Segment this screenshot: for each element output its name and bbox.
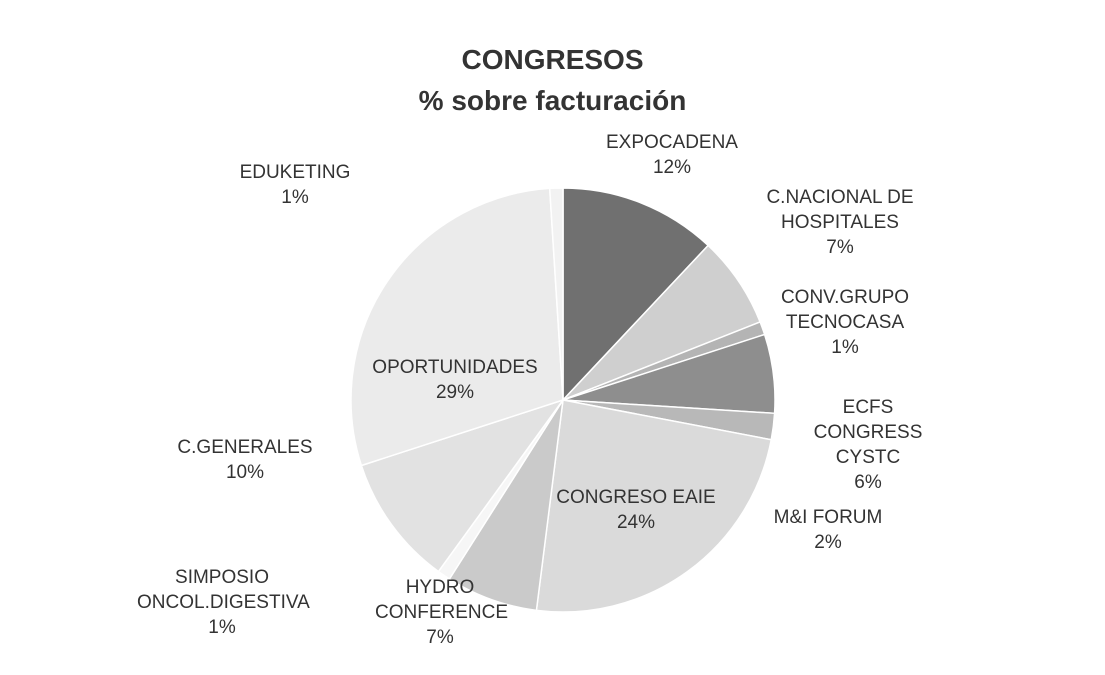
- category-label: SIMPOSIO ONCOL.DIGESTIVA: [137, 567, 310, 613]
- value-label: 1%: [208, 617, 236, 638]
- slice-label: C.GENERALES 10%: [165, 435, 325, 485]
- slice-label: ECFS CONGRESS CYSTC 6%: [788, 395, 948, 495]
- slice-label: HYDRO CONFERENCE 7%: [375, 575, 509, 650]
- category-label: HYDRO CONFERENCE: [375, 577, 509, 623]
- category-label: EXPOCADENA: [606, 132, 738, 153]
- value-label: 7%: [826, 237, 854, 258]
- category-label: C.NACIONAL DE HOSPITALES: [766, 187, 914, 233]
- slice-label: EXPOCADENA 12%: [592, 130, 752, 180]
- pie-slice: [535, 399, 773, 613]
- pie-slice: [562, 187, 710, 402]
- value-label: 24%: [616, 512, 656, 533]
- category-label: C.GENERALES: [177, 437, 313, 458]
- slice-label: M&I FORUM 2%: [758, 505, 898, 555]
- category-label: CONV.GRUPO TECNOCASA: [780, 287, 910, 333]
- value-label: 12%: [652, 157, 692, 178]
- slice-label: CONGRESO EAIE 24%: [556, 485, 716, 535]
- slice-label: C.NACIONAL DE HOSPITALES 7%: [760, 185, 920, 260]
- pie-slice: [360, 398, 565, 573]
- category-label: ECFS CONGRESS CYSTC: [813, 397, 923, 468]
- slice-label: OPORTUNIDADES 29%: [360, 355, 550, 405]
- category-label: OPORTUNIDADES: [372, 357, 538, 378]
- category-label: EDUKETING: [239, 162, 351, 183]
- category-label: M&I FORUM: [773, 507, 883, 528]
- slice-label: CONV.GRUPO TECNOCASA 1%: [780, 285, 910, 360]
- pie-slice: [548, 187, 564, 401]
- value-label: 7%: [426, 627, 454, 648]
- chart-title: CONGRESOS: [461, 44, 644, 75]
- value-label: 1%: [281, 187, 309, 208]
- value-label: 29%: [435, 382, 475, 403]
- slice-label: EDUKETING 1%: [215, 160, 375, 210]
- value-label: 10%: [225, 462, 265, 483]
- value-label: 6%: [854, 472, 882, 493]
- category-label: CONGRESO EAIE: [556, 487, 716, 508]
- value-label: 1%: [831, 337, 859, 358]
- pie-slice: [350, 187, 564, 467]
- slice-label: SIMPOSIO ONCOL.DIGESTIVA 1%: [137, 565, 310, 640]
- value-label: 2%: [814, 532, 842, 553]
- chart-subtitle: % sobre facturación: [418, 85, 687, 116]
